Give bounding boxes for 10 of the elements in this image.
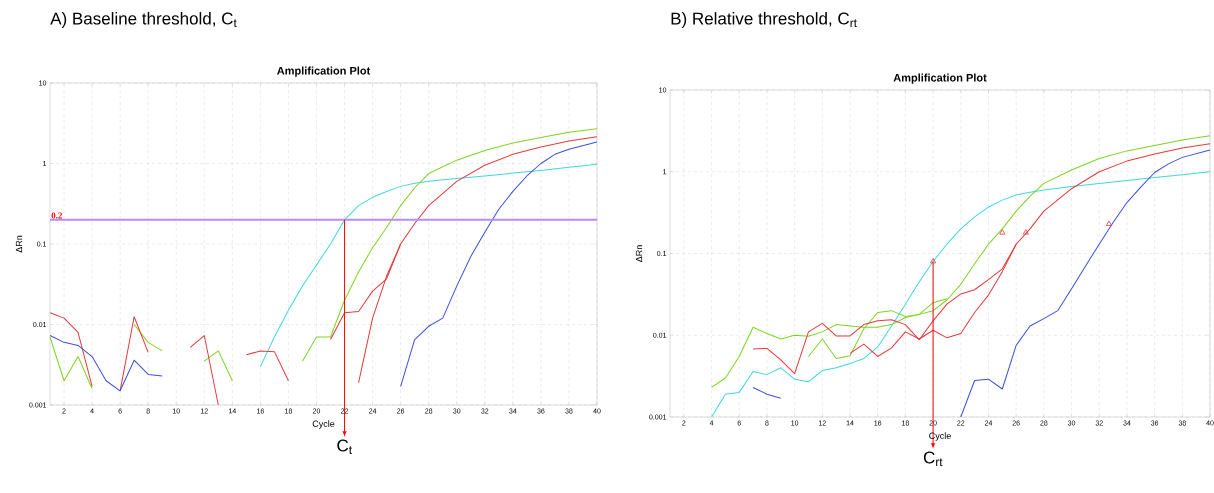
chart-title: A) Baseline threshold, C$_{t}$	[50, 12, 237, 28]
annotation: C$_{t}$	[337, 439, 352, 455]
chart-title: B) Relative threshold, C$_{rt}$	[671, 12, 857, 28]
chart-subtitle: Amplification Plot	[277, 66, 371, 77]
annotation: C$_{rt}$	[923, 451, 943, 467]
ref-line-label: 0.2	[51, 212, 63, 219]
x-axis-title: Cycle	[312, 420, 335, 429]
y-axis-title: ΔRn	[635, 245, 643, 262]
y-axis-title: ΔRn	[15, 235, 23, 253]
chart-subtitle: Amplification Plot	[893, 73, 987, 84]
